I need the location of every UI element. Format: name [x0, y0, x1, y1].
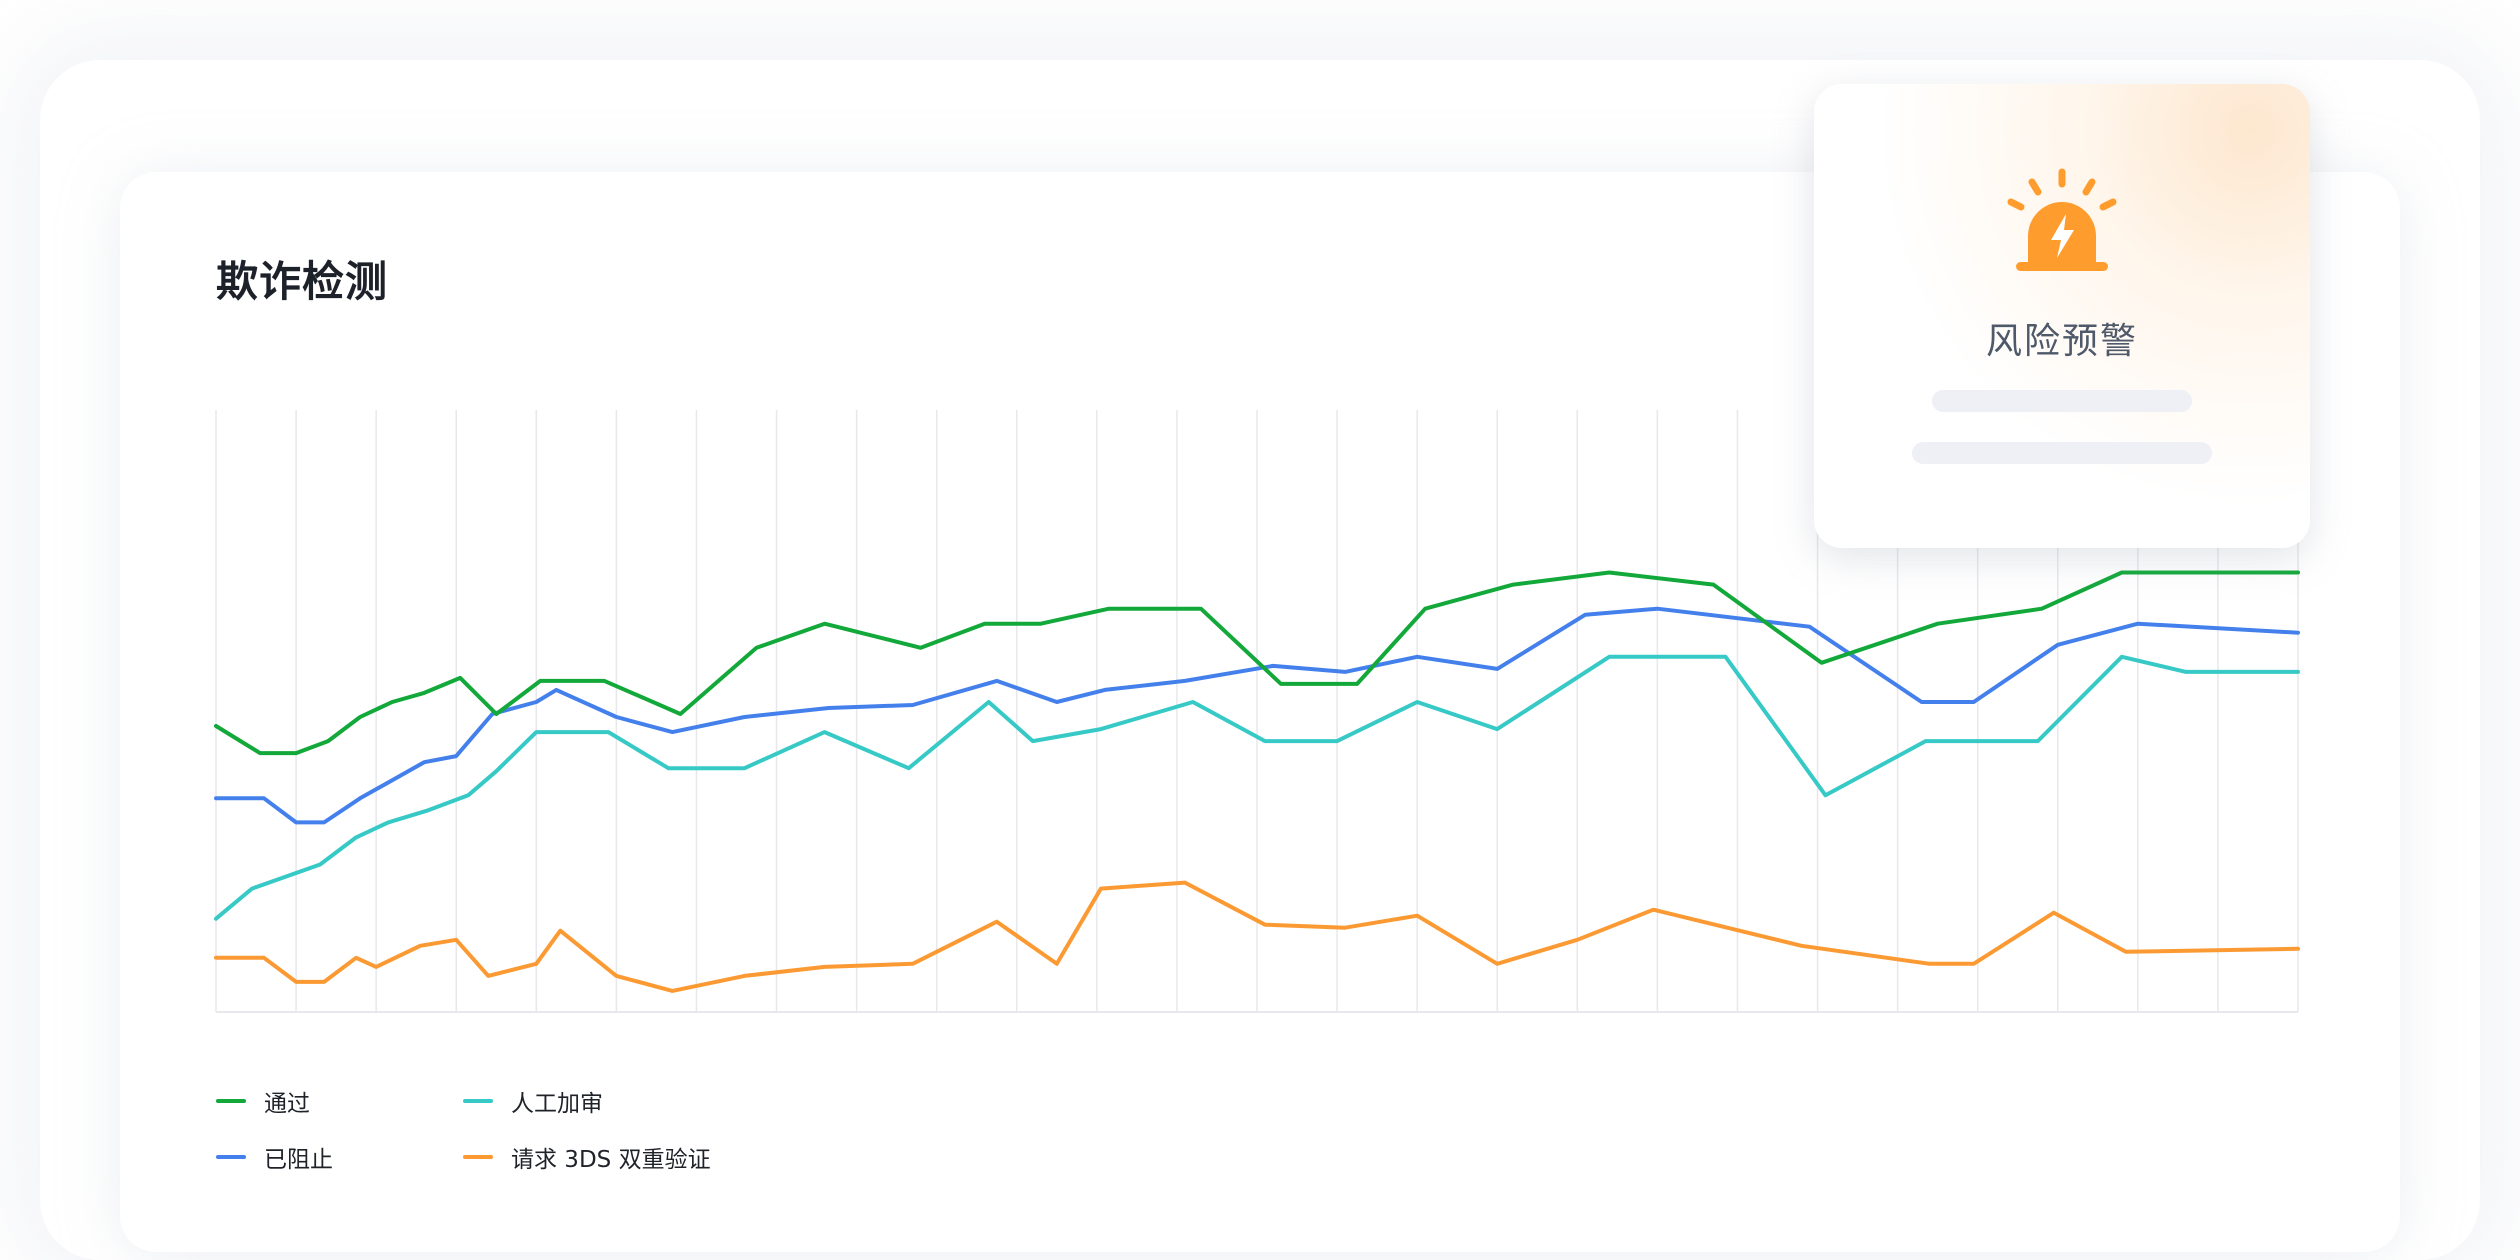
legend-swatch [463, 1099, 493, 1103]
fraud-line-chart [214, 410, 2300, 1013]
legend-swatch [463, 1155, 493, 1159]
series-line-3[interactable] [214, 880, 2300, 993]
chart-series [214, 570, 2300, 993]
alarm-siren-icon [2007, 168, 2117, 271]
legend-item-1[interactable]: 人工加审 [463, 1084, 603, 1118]
series-line-0[interactable] [214, 570, 2300, 756]
legend-item-0[interactable]: 通过 [216, 1084, 310, 1118]
legend-label: 人工加审 [511, 1091, 603, 1117]
legend-swatch [216, 1155, 246, 1159]
alert-title: 风险预警 [1985, 321, 2138, 362]
legend-swatch [216, 1099, 246, 1103]
skeleton-line [1912, 442, 2212, 464]
skeleton-line [1932, 390, 2192, 412]
legend-label: 通过 [264, 1091, 310, 1117]
legend-item-3[interactable]: 请求 3DS 双重验证 [463, 1140, 711, 1174]
legend-label: 已阻止 [264, 1147, 333, 1173]
series-line-1[interactable] [214, 606, 2300, 825]
page-title: 欺诈检测 [216, 257, 389, 306]
chart-grid [215, 410, 2299, 1013]
legend-item-2[interactable]: 已阻止 [216, 1140, 333, 1174]
series-line-2[interactable] [214, 654, 2300, 921]
legend-label: 请求 3DS 双重验证 [511, 1147, 711, 1173]
risk-alert-card[interactable]: 风险预警 [1814, 84, 2310, 548]
